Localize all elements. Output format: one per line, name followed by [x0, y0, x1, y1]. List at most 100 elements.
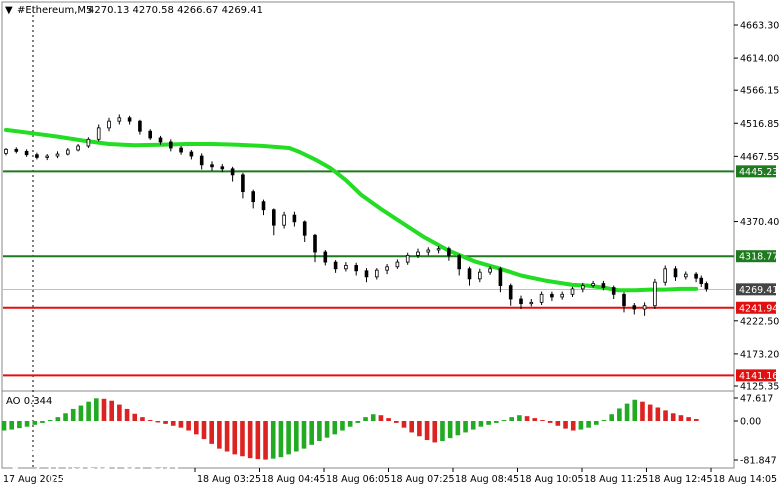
candle-body-47 [488, 268, 492, 273]
level-tag-0 [736, 165, 776, 178]
moving-average-line [4, 127, 699, 293]
oscillator-axis: 47.617 0.00 -81.847 [734, 394, 777, 467]
candle-body-9 [96, 127, 101, 140]
ao-tick-label-0: 47.617 [740, 394, 773, 405]
candle-body-10 [107, 120, 111, 129]
price-tick-label-0: 4663.30 [740, 21, 779, 32]
level-tag-label-1: 4318.77 [739, 252, 778, 263]
candle-body-69 [704, 283, 709, 290]
candle-body-18 [189, 151, 194, 157]
price-tags: 4445.23 4318.77 4241.94 4141.16 4269.41 [736, 165, 778, 382]
candle-body-60 [622, 293, 626, 307]
main-plot-frame [1, 1, 735, 392]
candle-body-28 [292, 214, 297, 223]
price-tick-label-6: 4222.50 [740, 316, 779, 327]
candle-body-6 [66, 149, 70, 155]
candle-body-40 [416, 251, 420, 256]
chart-title-arrow-icon[interactable]: ▼ [5, 5, 13, 16]
watermark-tagline: Instant Forex Trading [48, 473, 174, 487]
levels-layer [3, 170, 734, 377]
candle-body-61 [632, 305, 637, 310]
price-tick-label-7: 4173.20 [740, 349, 779, 360]
candle-body-27 [282, 214, 286, 226]
candle-body-44 [457, 254, 461, 270]
candle-body-19 [199, 155, 204, 166]
level-tag-3 [736, 369, 776, 382]
candle-body-58 [601, 283, 606, 288]
time-label-7: 18 Aug 12:45 [649, 474, 713, 485]
candle-body-39 [405, 254, 410, 263]
candle-body-42 [436, 248, 441, 251]
watermark-brand: instaforex [46, 446, 180, 477]
candle-body-59 [611, 287, 616, 295]
candle-body-50 [519, 298, 523, 305]
price-tick-label-1: 4614.00 [740, 54, 779, 65]
current-price-tag [736, 283, 776, 296]
candle-body-17 [179, 147, 183, 153]
instaforex-logo-icon [10, 445, 42, 477]
candle-body-1 [14, 148, 19, 152]
candle-body-34 [354, 265, 358, 272]
time-label-5: 18 Aug 10:05 [520, 474, 584, 485]
candle-body-46 [477, 271, 482, 280]
level-tag-label-3: 4141.16 [739, 371, 778, 382]
candle-body-38 [395, 261, 400, 268]
ao-tick-label-1: 0.00 [740, 417, 761, 428]
candle-body-26 [271, 209, 276, 226]
candle-body-32 [333, 261, 338, 270]
oscillator-frame [1, 390, 735, 469]
candle-body-16 [168, 141, 173, 149]
level-tag-2 [736, 301, 776, 314]
time-axis: 17 Aug 2025 18 Aug 03:25 18 Aug 04:45 18 Au… [3, 468, 777, 485]
candle-body-25 [261, 201, 266, 211]
ao-tick-label-2: -81.847 [740, 456, 777, 467]
price-tick-label-8: 4125.35 [740, 382, 779, 393]
candle-body-7 [76, 145, 80, 151]
current-price-label: 4269.41 [739, 285, 778, 296]
candle-body-22 [230, 168, 235, 176]
candle-body-36 [374, 269, 379, 278]
candle-body-0 [4, 148, 8, 154]
level-tag-label-2: 4241.94 [739, 303, 778, 314]
time-label-1: 18 Aug 04:45 [262, 474, 326, 485]
price-tick-label-4: 4467.55 [740, 152, 779, 163]
candle-body-68 [699, 277, 704, 284]
candle-body-66 [684, 273, 688, 278]
candle-body-67 [694, 273, 698, 279]
candle-body-4 [45, 155, 49, 158]
candle-body-45 [467, 268, 472, 280]
candle-body-57 [591, 283, 595, 286]
oscillator-label: AO 0.344 [6, 396, 52, 407]
candle-body-24 [251, 191, 256, 203]
candle-body-53 [550, 293, 554, 298]
moving-average-layer [4, 127, 699, 293]
candle-body-30 [313, 234, 317, 253]
chart-symbol: #Ethereum,M5 [17, 5, 92, 16]
time-label-first: 17 Aug 2025 [3, 474, 64, 485]
candle-body-41 [426, 249, 431, 253]
chart-ohlc: 4270.13 4270.58 4266.67 4269.41 [88, 5, 263, 16]
candle-body-11 [117, 117, 122, 122]
price-tick-label-5: 4370.40 [740, 217, 779, 228]
candle-body-55 [570, 288, 575, 295]
oscillator-layer [1, 398, 699, 460]
candle-body-14 [148, 130, 153, 139]
candle-body-12 [127, 117, 132, 122]
candle-body-56 [581, 285, 585, 290]
time-label-3: 18 Aug 07:25 [391, 474, 455, 485]
candle-body-48 [498, 268, 503, 286]
price-axis: 4663.30 4614.00 4566.15 4516.85 4467.55 4370.… [734, 21, 779, 393]
instaforex-watermark: instaforex Instant Forex Trading [10, 445, 180, 487]
candle-body-49 [508, 285, 513, 300]
candle-body-3 [35, 154, 39, 158]
time-label-6: 18 Aug 11:25 [584, 474, 648, 485]
level-tag-1 [736, 250, 776, 263]
time-label-2: 18 Aug 06:05 [326, 474, 390, 485]
candle-body-29 [302, 221, 307, 236]
time-label-8: 18 Aug 14:05 [713, 474, 777, 485]
candle-body-37 [385, 266, 389, 271]
candle-body-62 [642, 305, 647, 310]
candle-body-52 [539, 293, 544, 303]
candle-body-54 [560, 293, 564, 298]
